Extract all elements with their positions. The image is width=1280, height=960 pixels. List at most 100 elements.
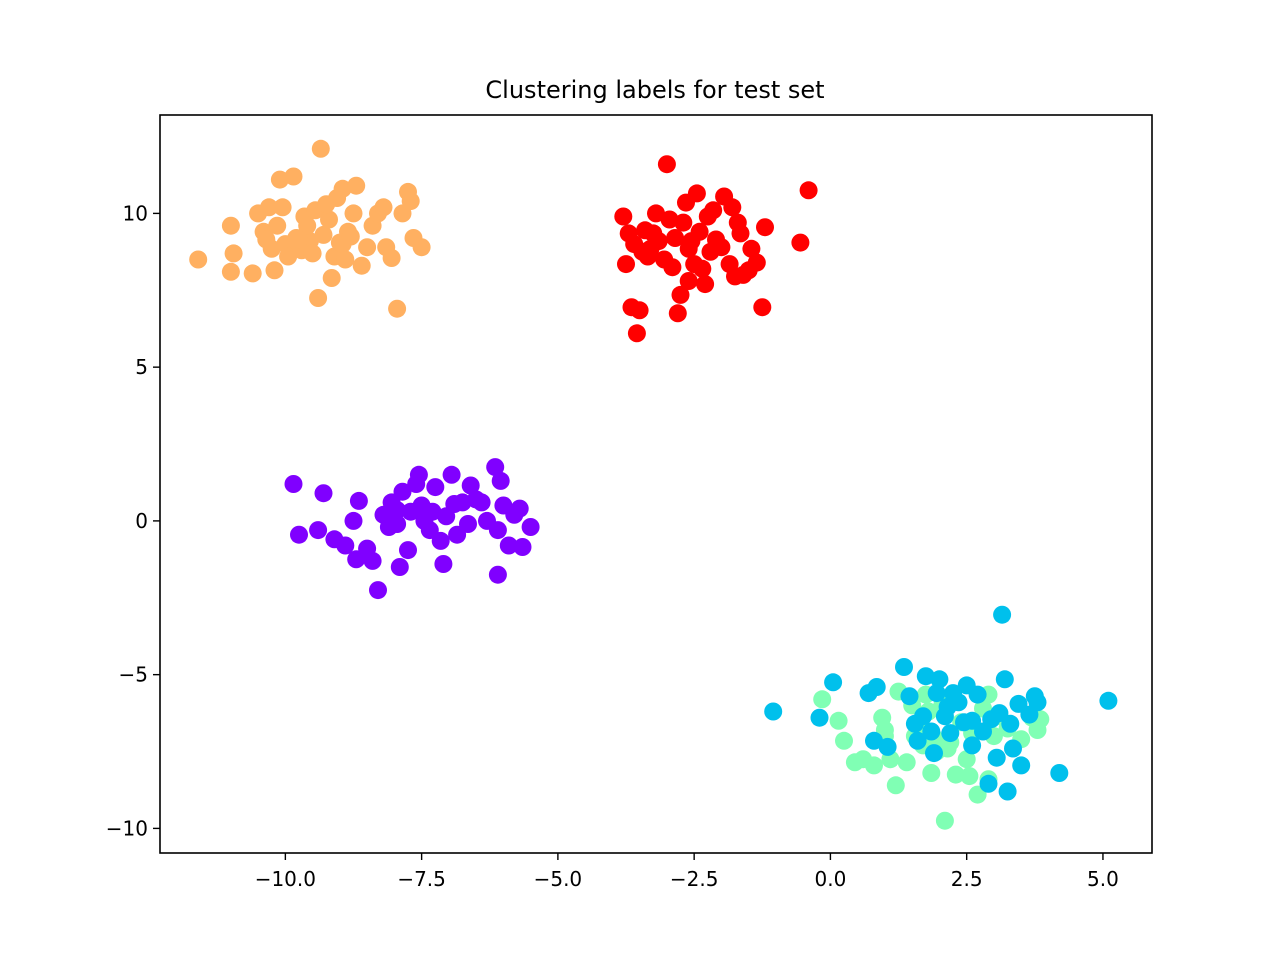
scatter-point-cluster-1-10 (265, 261, 284, 280)
scatter-point-cluster-1-11 (270, 170, 289, 189)
scatter-point-cluster-5-36 (1012, 756, 1031, 775)
scatter-point-cluster-5-5 (865, 731, 883, 750)
scatter-point-cluster-1-45 (412, 238, 431, 257)
scatter-point-cluster-2-26 (693, 259, 712, 278)
scatter-point-cluster-1-2 (221, 216, 240, 235)
scatter-point-cluster-2-49 (679, 239, 698, 258)
y-axis: −10 −5 0 5 10 (106, 201, 160, 840)
scatter-point-cluster-3-30 (442, 465, 461, 484)
scatter-point-cluster-5-26 (979, 774, 998, 793)
scatter-point-cluster-1-5 (243, 264, 262, 283)
scatter-point-cluster-4-10 (886, 776, 905, 795)
scatter-point-cluster-2-6 (630, 301, 649, 320)
scatter-point-cluster-2-48 (704, 201, 723, 220)
scatter-point-cluster-2-14 (657, 155, 676, 174)
scatter-point-cluster-4-3 (835, 731, 853, 750)
scatter-point-cluster-5-3 (824, 673, 843, 692)
scatter-point-cluster-5-30 (993, 605, 1012, 624)
x-tick-label: 5.0 (1087, 867, 1119, 891)
scatter-point-cluster-3-36 (472, 493, 491, 512)
scatter-point-cluster-2-18 (671, 285, 690, 304)
scatter-point-cluster-5-28 (987, 748, 1006, 767)
scatter-point-cluster-3-4 (314, 484, 333, 503)
scatter-point-cluster-5-2 (810, 708, 829, 727)
scatter-point-cluster-1-1 (189, 250, 208, 269)
scatter-point-cluster-4-23 (946, 765, 965, 784)
scatter-point-cluster-4-39 (960, 767, 979, 786)
scatter-point-cluster-1-23 (311, 139, 330, 158)
scatter-point-cluster-2-47 (625, 235, 644, 254)
scatter-point-cluster-5-12 (914, 707, 933, 726)
scatter-point-cluster-5-16 (930, 670, 949, 689)
scatter-point-cluster-2-27 (696, 275, 715, 294)
scatter-point-cluster-2-42 (753, 298, 772, 317)
scatter-point-cluster-3-1 (284, 475, 303, 493)
scatter-point-cluster-2-40 (742, 239, 761, 258)
x-tick-label: −10.0 (255, 867, 316, 891)
scatter-point-cluster-2-44 (791, 233, 810, 252)
scatter-point-cluster-3-44 (510, 499, 529, 518)
scatter-point-cluster-1-33 (344, 204, 363, 223)
scatter-point-cluster-3-26 (426, 478, 445, 497)
scatter-point-cluster-3-19 (399, 541, 417, 560)
scatter-point-cluster-5-14 (922, 722, 941, 741)
scatter-point-cluster-3-27 (431, 531, 450, 550)
scatter-point-cluster-5-33 (1001, 714, 1020, 733)
scatter-point-cluster-4-38 (938, 739, 957, 758)
scatter-point-cluster-5-44 (963, 711, 982, 730)
scatter-point-cluster-4-2 (829, 711, 848, 730)
scatter-point-cluster-5-34 (1004, 739, 1022, 758)
scatter-point-cluster-5-24 (968, 685, 987, 704)
scatter-point-cluster-5-7 (878, 737, 897, 756)
scatter-point-cluster-2-50 (644, 224, 663, 243)
scatter-point-cluster-4-12 (897, 753, 916, 772)
scatter-point-cluster-2-37 (731, 224, 750, 243)
scatter-point-cluster-1-25 (320, 210, 338, 229)
scatter-point-cluster-1-49 (382, 249, 401, 267)
scatter-point-cluster-5-9 (900, 687, 919, 706)
scatter-point-cluster-3-3 (309, 521, 328, 540)
scatter-point-cluster-2-24 (687, 184, 706, 203)
scatter-point-cluster-2-5 (627, 324, 646, 343)
scatter-point-cluster-2-31 (712, 238, 731, 257)
scatter-point-cluster-1-24 (314, 225, 333, 244)
scatter-point-cluster-2-17 (668, 304, 687, 323)
scatter-point-cluster-2-21 (679, 272, 698, 290)
scatter-point-cluster-4-18 (922, 764, 941, 782)
y-tick-label: −10 (106, 816, 148, 840)
points-layer (189, 139, 1118, 830)
scatter-point-cluster-1-26 (322, 269, 341, 287)
scatter-point-cluster-1-4 (221, 262, 240, 281)
scatter-point-cluster-3-45 (513, 538, 532, 556)
scatter-point-cluster-3-2 (290, 525, 308, 544)
scatter-point-cluster-3-47 (488, 565, 507, 584)
y-tick-label: 10 (123, 201, 148, 225)
scatter-point-cluster-1-41 (388, 299, 407, 318)
scatter-point-cluster-1-22 (309, 289, 328, 307)
scatter-point-cluster-5-8 (895, 658, 913, 676)
x-tick-label: −7.5 (397, 867, 446, 891)
scatter-point-cluster-5-15 (925, 744, 943, 763)
scatter-point-cluster-3-46 (521, 518, 540, 536)
scatter-point-cluster-1-3 (224, 244, 243, 263)
scatter-point-cluster-1-12 (273, 198, 292, 217)
scatter-point-cluster-2-43 (756, 218, 774, 237)
scatter-point-cluster-1-35 (352, 256, 371, 275)
scatter-point-cluster-1-51 (401, 192, 420, 211)
scatter-point-cluster-3-49 (412, 496, 431, 515)
scatter-point-cluster-1-52 (290, 230, 308, 249)
x-tick-label: −5.0 (534, 867, 583, 891)
scatter-point-cluster-5-6 (867, 678, 886, 696)
scatter-point-cluster-5-41 (1099, 691, 1118, 710)
scatter-point-cluster-3-9 (349, 491, 368, 510)
scatter-point-cluster-5-43 (927, 684, 946, 703)
scatter-point-cluster-3-17 (390, 558, 409, 576)
scatter-point-cluster-3-50 (445, 495, 464, 513)
scatter-point-cluster-2-45 (799, 181, 818, 200)
scatter-point-cluster-3-16 (388, 515, 407, 533)
scatter-point-cluster-3-11 (363, 551, 382, 570)
scatter-point-cluster-2-25 (690, 222, 709, 241)
x-tick-label: −2.5 (670, 867, 719, 891)
